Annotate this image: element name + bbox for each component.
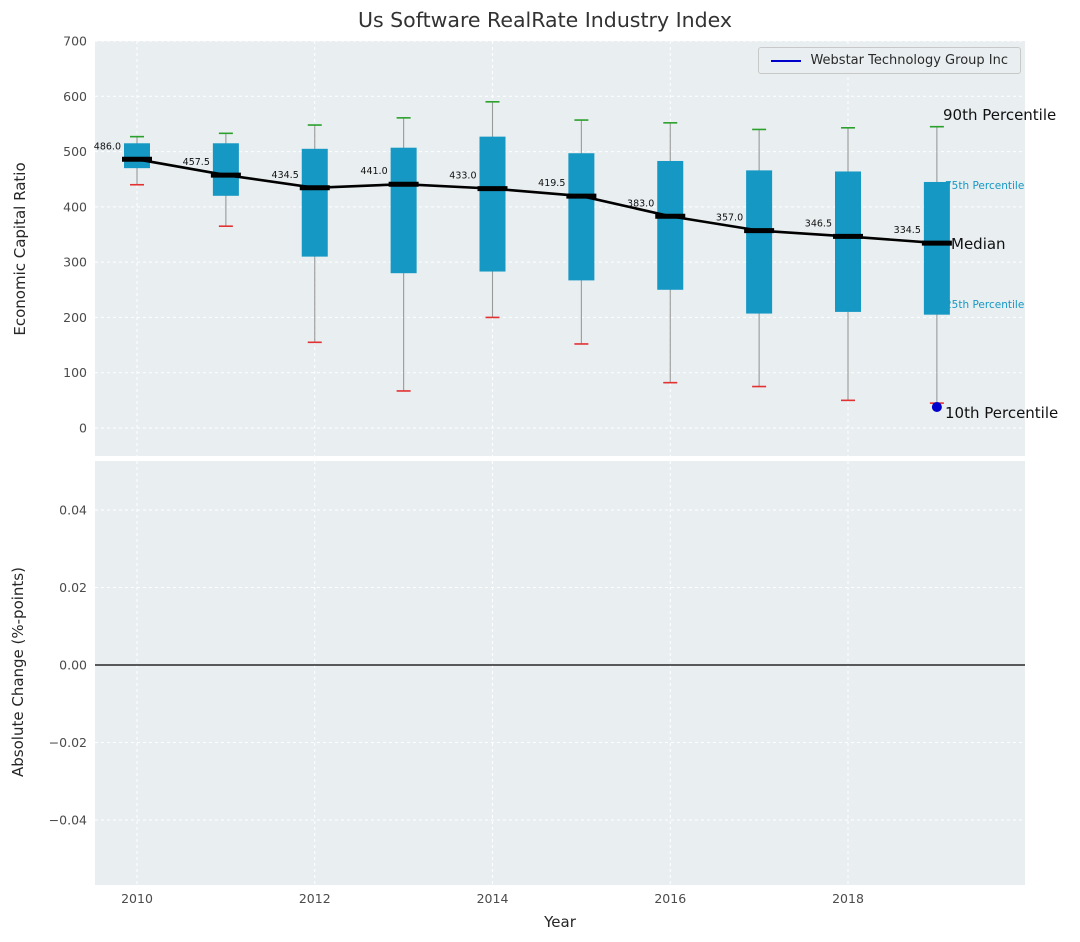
x-tick-label: 2010 [121,891,153,906]
bottom-y-axis-label: Absolute Change (%-points) [9,567,27,777]
median-value-label: 357.0 [716,213,743,224]
legend: Webstar Technology Group Inc [758,47,1021,74]
top-y-tick-label: 0 [79,421,87,436]
bottom-y-tick-label: 0.02 [59,580,87,595]
top-plot-background [95,41,1025,456]
top-y-tick-label: 100 [63,365,87,380]
bottom-y-tick-label: −0.02 [49,735,87,750]
legend-label: Webstar Technology Group Inc [810,53,1008,68]
percentile-box [923,181,950,315]
annotation-median: Median [951,235,1006,253]
top-y-tick-label: 600 [63,89,87,104]
annotation-90th-percentile: 90th Percentile [943,106,1057,124]
median-value-label: 441.0 [360,166,387,177]
median-value-label: 433.0 [449,171,476,182]
median-value-label: 383.0 [627,198,654,209]
bottom-y-tick-label: 0.04 [59,503,87,518]
median-value-label: 334.5 [894,225,921,236]
x-tick-label: 2016 [654,891,686,906]
median-line [136,158,937,245]
x-tick-label: 2012 [299,891,331,906]
company-point [931,401,942,412]
x-tick-label: 2018 [832,891,864,906]
median-value-label: 346.5 [805,218,832,229]
bottom-y-tick-label: 0.00 [59,658,87,673]
top-y-tick-label: 400 [63,199,87,214]
annotation-10th-percentile: 10th Percentile [945,404,1059,422]
percentile-box [568,153,595,281]
bottom-plot-background [95,461,1025,885]
top-y-tick-label: 300 [63,255,87,270]
median-value-label: 434.5 [272,170,299,181]
percentile-box [835,171,861,312]
median-value-label: 457.5 [183,157,210,168]
legend-line-swatch [771,59,802,62]
top-y-tick-label: 700 [63,34,87,49]
percentile-box [390,147,417,274]
x-tick-label: 2014 [477,891,509,906]
annotation-75th-percentile: 75th Percentile [945,180,1025,192]
annotation-25th-percentile: 25th Percentile [945,299,1025,311]
x-axis-label: Year [544,913,576,931]
percentile-box [212,143,239,196]
top-y-tick-label: 200 [63,310,87,325]
percentile-box [657,160,684,290]
chart-title: Us Software RealRate Industry Index [357,8,733,32]
top-y-tick-label: 500 [63,144,87,159]
percentile-box [479,136,506,272]
median-value-label: 486.0 [94,141,121,152]
percentile-box [124,143,150,169]
bottom-y-tick-label: −0.04 [49,813,87,828]
percentile-box [301,148,328,257]
top-y-axis-label: Economic Capital Ratio [11,162,29,336]
percentile-box [746,170,773,314]
median-value-label: 419.5 [538,178,565,189]
